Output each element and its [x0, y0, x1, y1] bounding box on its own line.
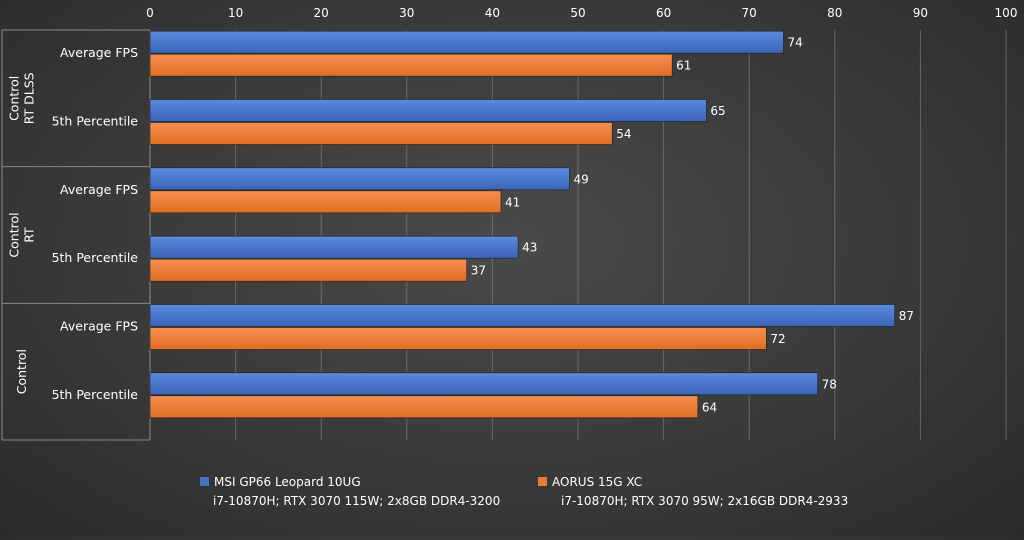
- legend-swatch-series-aorus: [538, 477, 547, 486]
- legend-name-series-aorus: AORUS 15G XC: [552, 475, 642, 489]
- bar-series-msi: [149, 235, 519, 259]
- data-label: 72: [770, 332, 785, 346]
- labels: ControlRT DLSS Average FPS 74 61 5th Percent…: [7, 36, 915, 415]
- data-label: 41: [505, 195, 520, 209]
- category-frame: [1, 29, 151, 441]
- data-label: 49: [573, 172, 588, 186]
- bar-series-msi: [149, 30, 784, 54]
- data-label: 61: [676, 59, 691, 73]
- category-label: 5th Percentile: [52, 250, 139, 265]
- gridlines: [235, 30, 1007, 440]
- data-label: 64: [702, 400, 717, 414]
- legend-name-series-msi: MSI GP66 Leopard 10UG: [214, 475, 361, 489]
- bar-series-aorus: [149, 395, 699, 419]
- category-label: Average FPS: [60, 45, 138, 60]
- data-label: 54: [616, 127, 631, 141]
- bar-series-msi: [149, 99, 707, 122]
- x-tick-label: 70: [742, 6, 757, 20]
- data-label: 43: [522, 241, 537, 255]
- data-label: 74: [787, 36, 802, 50]
- legend-swatch-series-msi: [200, 477, 209, 486]
- category-label: Average FPS: [60, 319, 138, 334]
- x-tick-label: 60: [656, 6, 671, 20]
- x-tick-label: 80: [827, 6, 842, 20]
- data-label: 78: [822, 377, 837, 391]
- x-tick-label: 0: [146, 6, 154, 20]
- x-tick-label: 90: [913, 6, 928, 20]
- legend-subtitle-series-aorus: i7-10870H; RTX 3070 95W; 2x16GB DDR4-293…: [561, 494, 848, 508]
- bar-series-msi: [149, 372, 818, 396]
- bar-series-aorus: [149, 327, 767, 350]
- category-label: Average FPS: [60, 182, 138, 197]
- bar-series-aorus: [149, 258, 468, 282]
- x-tick-label: 40: [485, 6, 500, 20]
- bar-series-aorus: [149, 190, 502, 214]
- category-label: 5th Percentile: [52, 114, 139, 129]
- bar-series-aorus: [149, 122, 613, 145]
- data-label: 37: [471, 264, 486, 278]
- x-tick-label: 10: [228, 6, 243, 20]
- x-tick-label: 50: [570, 6, 585, 20]
- legend-subtitle-series-msi: i7-10870H; RTX 3070 115W; 2x8GB DDR4-320…: [213, 494, 500, 508]
- x-axis-ticks: 0 10 20 30 40 50 60 70 80 90 100: [146, 6, 1017, 20]
- x-tick-label: 100: [995, 6, 1018, 20]
- x-tick-label: 30: [399, 6, 414, 20]
- data-label: 65: [710, 104, 725, 118]
- legend: MSI GP66 Leopard 10UG i7-10870H; RTX 3070…: [200, 475, 848, 508]
- data-label: 87: [899, 309, 914, 323]
- bar-series-msi: [149, 167, 570, 191]
- bars: [149, 30, 896, 419]
- group-label: Control: [14, 349, 29, 394]
- group-label: ControlRT DLSS: [7, 72, 37, 124]
- x-tick-label: 20: [314, 6, 329, 20]
- group-label: ControlRT: [7, 212, 37, 257]
- category-label: 5th Percentile: [52, 387, 139, 402]
- bar-series-aorus: [149, 53, 673, 77]
- bar-series-msi: [149, 304, 896, 327]
